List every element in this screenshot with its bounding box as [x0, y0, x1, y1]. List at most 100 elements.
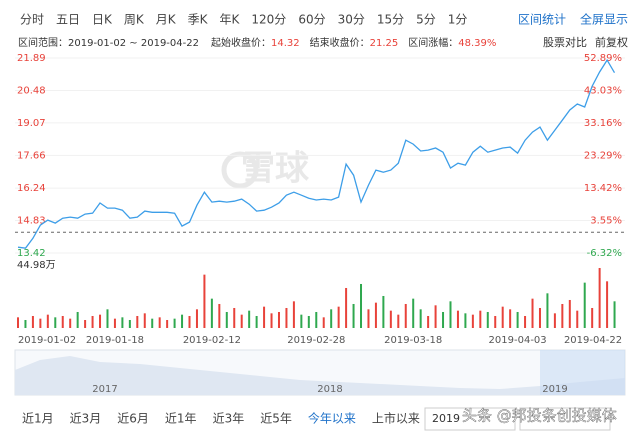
- info-link[interactable]: 股票对比: [543, 35, 587, 49]
- period-tab[interactable]: 30分: [338, 13, 365, 27]
- volume-bar: [248, 310, 251, 328]
- volume-bar: [613, 301, 616, 328]
- volume-bar: [151, 318, 154, 328]
- range-button[interactable]: 上市以来: [372, 411, 420, 426]
- volume-bar: [598, 268, 601, 328]
- volume-bar: [561, 303, 564, 328]
- volume-bar: [315, 311, 318, 328]
- period-tab[interactable]: 五日: [56, 13, 80, 27]
- volume-bar: [427, 315, 430, 328]
- y2-tick-label: 43.03%: [584, 85, 622, 96]
- volume-bar: [546, 293, 549, 328]
- volume-bar: [121, 317, 124, 328]
- y2-tick-label: 3.55%: [590, 215, 622, 226]
- volume-bar: [606, 281, 609, 328]
- volume-bar: [389, 310, 392, 328]
- range-button[interactable]: 近1年: [165, 412, 197, 426]
- volume-bar: [69, 318, 72, 328]
- range-button[interactable]: 今年以来: [308, 411, 356, 426]
- volume-bar: [300, 314, 303, 328]
- volume-bar: [195, 309, 198, 328]
- volume-bar: [203, 274, 206, 328]
- volume-bar: [456, 310, 459, 328]
- period-tab[interactable]: 季K: [188, 13, 209, 27]
- range-buttons: 近1月 近3月 近6月 近1年 近3年 近5年 今年以来 上市以来: [22, 411, 420, 426]
- volume-bar: [188, 315, 191, 328]
- toolbar-link[interactable]: 全屏显示: [580, 12, 628, 27]
- info-link[interactable]: 前复权: [595, 35, 628, 49]
- info-value: 21.25: [370, 38, 399, 49]
- price-line: [17, 58, 616, 249]
- volume-bar: [39, 318, 42, 328]
- volume-bar: [591, 307, 594, 328]
- range-button[interactable]: 近3年: [213, 412, 245, 426]
- volume-bar: [76, 311, 79, 328]
- y2-tick-label: 33.16%: [584, 118, 622, 129]
- period-tab[interactable]: 1分: [448, 13, 468, 27]
- x-tick-label: 2019-03-18: [384, 335, 442, 346]
- volume-bar: [54, 317, 57, 328]
- y2-tick-label: 52.89%: [584, 53, 622, 64]
- y2-tick-label: -6.32%: [587, 248, 622, 259]
- range-text: 区间范围：2019-01-02 ~ 2019-04-22: [18, 36, 199, 49]
- y-tick-label: 21.89: [17, 53, 46, 64]
- range-button[interactable]: 近3月: [70, 412, 102, 426]
- x-tick-label: 2019-01-18: [86, 335, 144, 346]
- volume-bar: [568, 299, 571, 328]
- volume-bar: [538, 307, 541, 328]
- navigator-selection[interactable]: [540, 350, 625, 395]
- x-tick-label: 2019-01-02: [18, 335, 76, 346]
- volume-bar: [360, 283, 363, 328]
- y-tick-label: 20.48: [17, 85, 46, 96]
- date-input[interactable]: [424, 407, 516, 431]
- volume-bar: [46, 314, 49, 328]
- volume-bar: [173, 318, 176, 328]
- info-value: 48.39%: [458, 38, 496, 49]
- volume-bar: [464, 313, 467, 328]
- y-tick-label: 17.66: [17, 150, 46, 161]
- info-label: 结束收盘价：: [310, 36, 370, 49]
- info-label: 起始收盘价：: [211, 36, 271, 49]
- volume-bar: [166, 319, 169, 328]
- period-tab[interactable]: 日K: [92, 13, 113, 27]
- x-tick-label: 2019-02-28: [287, 335, 345, 346]
- period-tab[interactable]: 分时: [20, 13, 44, 27]
- volume-bar: [509, 309, 512, 328]
- volume-bar: [240, 314, 243, 328]
- range-button[interactable]: 近6月: [117, 412, 149, 426]
- toolbar-link[interactable]: 区间统计: [518, 13, 566, 27]
- period-tab[interactable]: 周K: [124, 13, 145, 27]
- volume-bar: [449, 301, 452, 328]
- y2-tick-label: 13.42%: [584, 183, 622, 194]
- volume-bar: [255, 315, 258, 328]
- volume-bar: [225, 311, 228, 328]
- volume-bar: [218, 303, 221, 328]
- date-input[interactable]: [519, 407, 611, 431]
- volume-bar: [277, 311, 280, 328]
- volume-bar: [516, 311, 519, 328]
- volume-bar: [471, 314, 474, 328]
- period-tab[interactable]: 60分: [298, 13, 325, 27]
- volume-bar: [419, 309, 422, 328]
- volume-bar: [270, 313, 273, 328]
- navigator-year: 2019: [542, 384, 567, 395]
- y-tick-label: 16.24: [17, 183, 46, 194]
- volume-bar: [136, 315, 139, 328]
- period-tab[interactable]: 月K: [156, 13, 177, 27]
- period-tab[interactable]: 15分: [377, 13, 404, 27]
- volume-bar: [583, 282, 586, 328]
- navigator-labels: 2017 2018 2019: [92, 384, 567, 395]
- period-tab[interactable]: 5分: [416, 13, 436, 27]
- range-button[interactable]: 近5年: [260, 412, 292, 426]
- navigator-area: [15, 356, 625, 395]
- y2-tick-label: 23.29%: [584, 150, 622, 161]
- info-label: 区间涨幅：: [408, 36, 458, 49]
- watermark-icon: [221, 151, 259, 189]
- period-tab[interactable]: 年K: [220, 13, 241, 27]
- period-tab[interactable]: 120分: [251, 13, 286, 27]
- volume-bar: [486, 311, 489, 328]
- range-button[interactable]: 近1月: [22, 412, 54, 426]
- y-tick-label: 13.42: [17, 248, 46, 259]
